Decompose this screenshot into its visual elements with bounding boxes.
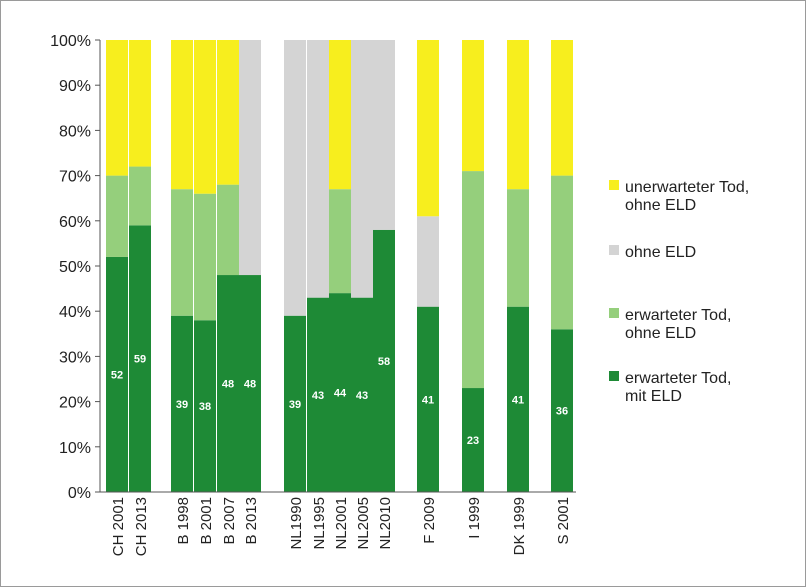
bar-segment-b-2001-unerwarteter-tod-ohne-eld bbox=[194, 40, 216, 194]
bar-segment-dk-1999-erwarteter-tod-mit-eld bbox=[507, 306, 529, 492]
bar-segment-nl1995-erwarteter-tod-mit-eld bbox=[307, 297, 329, 492]
bar-segment-s-2001-erwarteter-tod-mit-eld bbox=[551, 329, 573, 492]
legend-label-erwarteter-tod-mit-eld: erwarteter Tod, bbox=[625, 370, 731, 387]
x-tick-label-f-2009: F 2009 bbox=[421, 497, 438, 544]
bar-segment-b-1998-erwarteter-tod-mit-eld bbox=[171, 315, 193, 492]
bar-segment-nl1990-erwarteter-tod-mit-eld bbox=[284, 315, 306, 492]
bar-segment-nl2001-erwarteter-tod-mit-eld bbox=[329, 293, 351, 492]
y-tick-label: 80% bbox=[59, 123, 91, 140]
bar-segment-ch-2013-unerwarteter-tod-ohne-eld bbox=[129, 40, 151, 167]
data-label-b-2001: 38 bbox=[199, 401, 211, 413]
legend-swatch-erwarteter-tod-ohne-eld bbox=[609, 308, 619, 318]
x-tick-label-s-2001: S 2001 bbox=[555, 497, 572, 545]
x-tick-label-ch-2013: CH 2013 bbox=[133, 497, 150, 556]
bar-segment-b-2007-erwarteter-tod-ohne-eld bbox=[217, 184, 239, 276]
legend-label-erwarteter-tod-mit-eld: mit ELD bbox=[625, 388, 682, 405]
x-tick-label-nl1995: NL1995 bbox=[311, 497, 328, 550]
y-tick-label: 0% bbox=[68, 485, 91, 502]
bar-segment-ch-2013-erwarteter-tod-mit-eld bbox=[129, 225, 151, 492]
legend-swatch-ohne-eld bbox=[609, 245, 619, 255]
y-tick-label: 60% bbox=[59, 214, 91, 231]
data-label-nl2005: 43 bbox=[356, 390, 368, 402]
y-tick-label: 10% bbox=[59, 440, 91, 457]
bar-segment-s-2001-unerwarteter-tod-ohne-eld bbox=[551, 40, 573, 176]
data-label-b-2013: 48 bbox=[244, 379, 256, 391]
legend-label-erwarteter-tod-ohne-eld: erwarteter Tod, bbox=[625, 307, 731, 324]
bar-segment-nl2005-ohne-eld bbox=[351, 40, 373, 298]
data-label-nl1995: 43 bbox=[312, 390, 324, 402]
data-label-nl2010: 58 bbox=[378, 356, 390, 368]
x-tick-label-ch-2001: CH 2001 bbox=[110, 497, 127, 556]
y-tick-label: 40% bbox=[59, 304, 91, 321]
y-tick-label: 30% bbox=[59, 349, 91, 366]
bar-segment-ch-2001-unerwarteter-tod-ohne-eld bbox=[106, 40, 128, 176]
bar-segment-b-1998-unerwarteter-tod-ohne-eld bbox=[171, 40, 193, 190]
bar-segment-nl2010-erwarteter-tod-mit-eld bbox=[373, 229, 395, 492]
bar-segment-b-2013-erwarteter-tod-mit-eld bbox=[239, 275, 261, 492]
y-tick-label: 100% bbox=[50, 33, 91, 50]
bar-segment-nl2001-erwarteter-tod-ohne-eld bbox=[329, 189, 351, 294]
x-tick-label-nl2005: NL2005 bbox=[355, 497, 372, 550]
data-label-nl2001: 44 bbox=[334, 388, 347, 400]
bar-segment-b-2001-erwarteter-tod-mit-eld bbox=[194, 320, 216, 492]
legend-label-erwarteter-tod-ohne-eld: ohne ELD bbox=[625, 325, 696, 342]
legend-label-unerwarteter-tod-ohne-eld: ohne ELD bbox=[625, 197, 696, 214]
legend-label-unerwarteter-tod-ohne-eld: unerwarteter Tod, bbox=[625, 179, 749, 196]
data-label-ch-2013: 59 bbox=[134, 354, 146, 366]
bar-segment-s-2001-erwarteter-tod-ohne-eld bbox=[551, 175, 573, 330]
data-label-f-2009: 41 bbox=[422, 394, 434, 406]
legend-swatch-unerwarteter-tod-ohne-eld bbox=[609, 180, 619, 190]
x-tick-label-nl2001: NL2001 bbox=[333, 497, 350, 550]
bar-segment-f-2009-ohne-eld bbox=[417, 216, 439, 307]
data-label-dk-1999: 41 bbox=[512, 394, 524, 406]
bar-segment-b-2001-erwarteter-tod-ohne-eld bbox=[194, 193, 216, 321]
bar-segment-i-1999-erwarteter-tod-mit-eld bbox=[462, 388, 484, 492]
bar-segment-dk-1999-unerwarteter-tod-ohne-eld bbox=[507, 40, 529, 190]
data-label-nl1990: 39 bbox=[289, 399, 301, 411]
data-label-b-2007: 48 bbox=[222, 379, 234, 391]
y-tick-label: 50% bbox=[59, 259, 91, 276]
x-tick-label-b-2001: B 2001 bbox=[198, 497, 215, 545]
bar-segment-nl2010-ohne-eld bbox=[373, 40, 395, 230]
data-label-b-1998: 39 bbox=[176, 399, 188, 411]
x-tick-label-b-2013: B 2013 bbox=[243, 497, 260, 545]
x-tick-label-b-1998: B 1998 bbox=[175, 497, 192, 545]
x-tick-label-nl1990: NL1990 bbox=[288, 497, 305, 550]
bar-segment-b-1998-erwarteter-tod-ohne-eld bbox=[171, 189, 193, 316]
x-tick-label-b-2007: B 2007 bbox=[221, 497, 238, 545]
y-tick-label: 90% bbox=[59, 78, 91, 95]
bar-segment-nl2005-erwarteter-tod-mit-eld bbox=[351, 297, 373, 492]
legend-label-ohne-eld: ohne ELD bbox=[625, 244, 696, 261]
bar-segment-b-2007-erwarteter-tod-mit-eld bbox=[217, 275, 239, 492]
x-tick-label-dk-1999: DK 1999 bbox=[511, 497, 528, 555]
bar-segment-ch-2001-erwarteter-tod-ohne-eld bbox=[106, 175, 128, 257]
bar-segment-nl1990-ohne-eld bbox=[284, 40, 306, 316]
data-label-ch-2001: 52 bbox=[111, 369, 123, 381]
data-label-s-2001: 36 bbox=[556, 406, 568, 418]
x-tick-label-nl2010: NL2010 bbox=[377, 497, 394, 550]
bar-segment-i-1999-unerwarteter-tod-ohne-eld bbox=[462, 40, 484, 172]
bar-segment-nl1995-ohne-eld bbox=[307, 40, 329, 298]
bar-segment-f-2009-unerwarteter-tod-ohne-eld bbox=[417, 40, 439, 217]
x-tick-label-i-1999: I 1999 bbox=[466, 497, 483, 539]
bar-segment-ch-2001-erwarteter-tod-mit-eld bbox=[106, 256, 128, 492]
y-tick-label: 70% bbox=[59, 169, 91, 186]
legend-swatch-erwarteter-tod-mit-eld bbox=[609, 371, 619, 381]
bar-segment-b-2007-unerwarteter-tod-ohne-eld bbox=[217, 40, 239, 185]
bar-segment-b-2013-ohne-eld bbox=[239, 40, 261, 276]
bar-segment-i-1999-erwarteter-tod-ohne-eld bbox=[462, 171, 484, 389]
bar-segment-ch-2013-erwarteter-tod-ohne-eld bbox=[129, 166, 151, 226]
bar-segment-dk-1999-erwarteter-tod-ohne-eld bbox=[507, 189, 529, 307]
bar-segment-nl2001-unerwarteter-tod-ohne-eld bbox=[329, 40, 351, 190]
data-label-i-1999: 23 bbox=[467, 435, 479, 447]
bar-segment-f-2009-erwarteter-tod-mit-eld bbox=[417, 306, 439, 492]
y-tick-label: 20% bbox=[59, 395, 91, 412]
